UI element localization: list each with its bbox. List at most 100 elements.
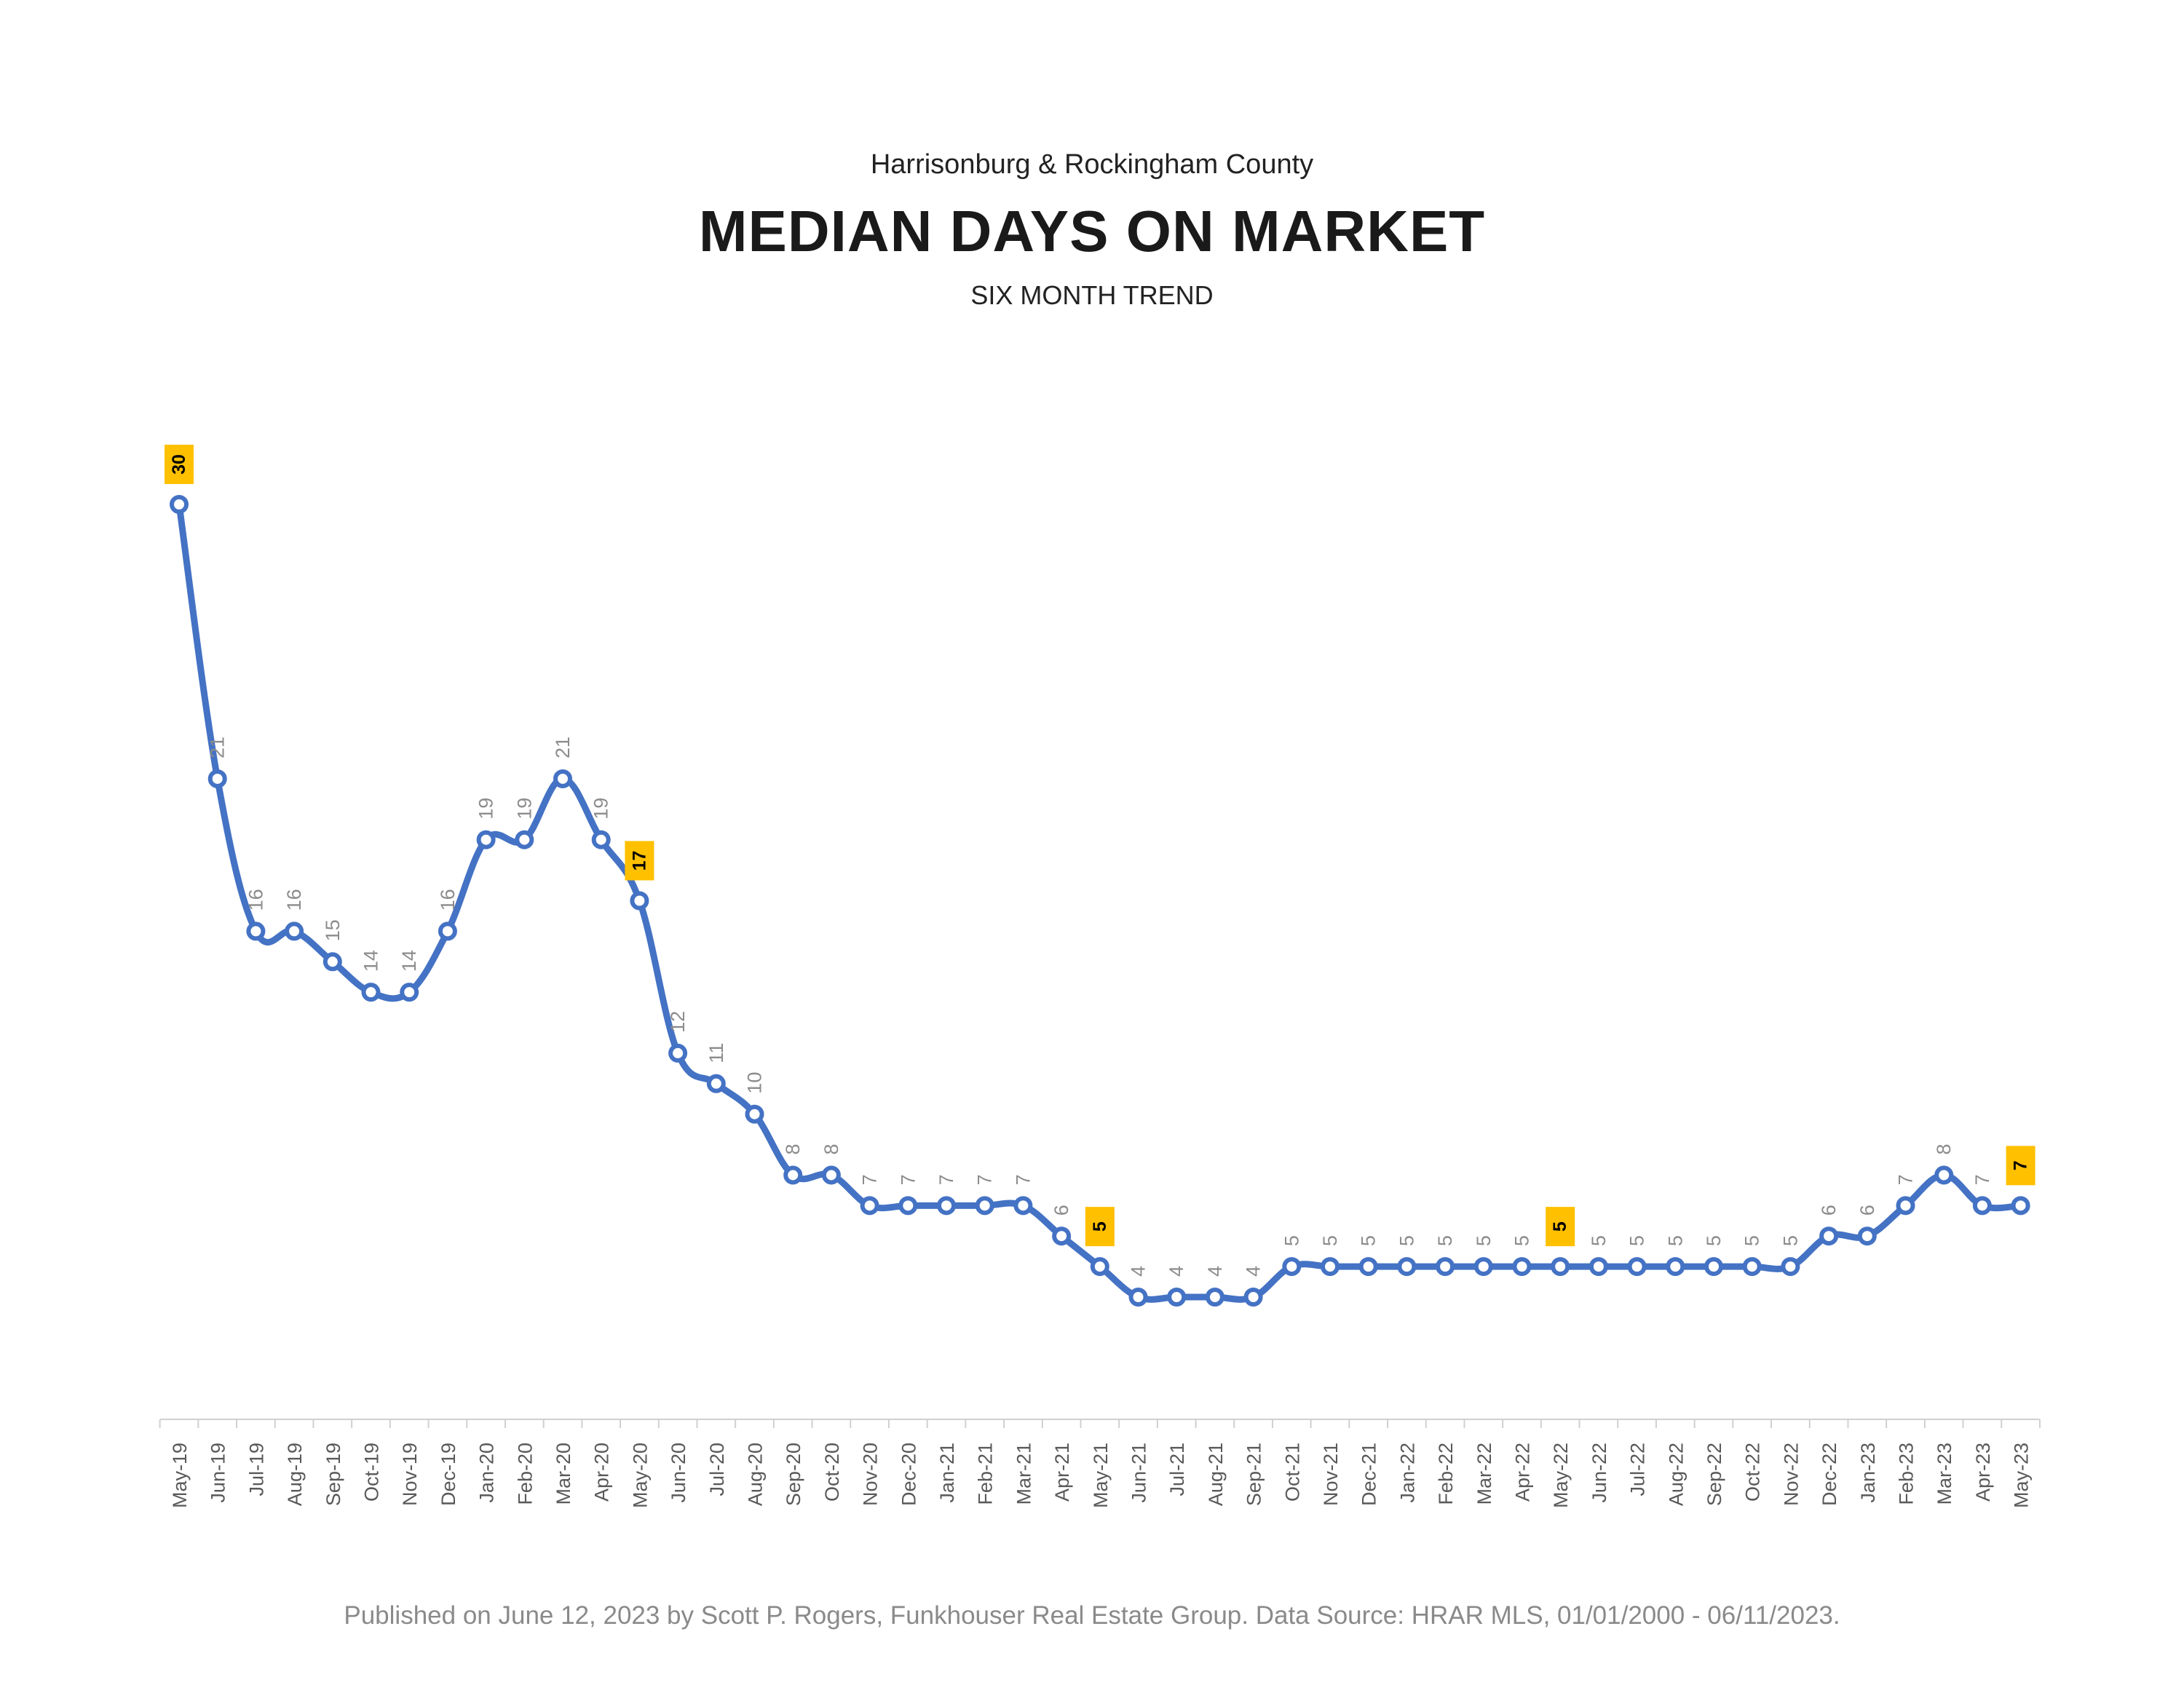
x-tick-label: Jun-22 bbox=[1588, 1443, 1610, 1503]
data-label: 10 bbox=[744, 1072, 766, 1094]
x-tick-label: Dec-21 bbox=[1358, 1443, 1380, 1506]
data-point bbox=[1436, 1257, 1455, 1277]
data-label: 8 bbox=[820, 1143, 842, 1154]
data-label: 16 bbox=[437, 889, 459, 911]
data-point bbox=[323, 952, 342, 972]
x-tick-label: Feb-23 bbox=[1896, 1443, 1918, 1505]
data-point bbox=[1243, 1288, 1263, 1307]
x-tick-label: Mar-23 bbox=[1934, 1443, 1955, 1505]
x-tick-label: May-19 bbox=[169, 1443, 191, 1508]
data-point bbox=[1358, 1257, 1378, 1277]
chart-region-label: Harrisonburg & Rockingham County bbox=[870, 149, 1314, 180]
data-point bbox=[1781, 1257, 1800, 1277]
data-point bbox=[285, 921, 304, 941]
data-point bbox=[2011, 1196, 2030, 1216]
data-label: 4 bbox=[1204, 1266, 1226, 1277]
data-label: 4 bbox=[1166, 1266, 1187, 1277]
data-point bbox=[1627, 1257, 1647, 1277]
x-tick-label: Nov-21 bbox=[1320, 1443, 1342, 1506]
data-label: 5 bbox=[1626, 1235, 1648, 1246]
data-point bbox=[1896, 1196, 1915, 1216]
data-point bbox=[975, 1196, 994, 1216]
data-point bbox=[515, 830, 534, 849]
data-label: 12 bbox=[667, 1011, 689, 1033]
x-tick-label: Dec-19 bbox=[438, 1443, 459, 1506]
data-point bbox=[1397, 1257, 1417, 1277]
x-tick-label: Aug-19 bbox=[284, 1443, 306, 1506]
data-label: 5 bbox=[1358, 1235, 1380, 1246]
highlight-label-box bbox=[625, 841, 654, 881]
data-label: 4 bbox=[1128, 1266, 1150, 1277]
x-tick-label: Sep-19 bbox=[323, 1443, 344, 1506]
data-point bbox=[1282, 1257, 1302, 1277]
data-label: 7 bbox=[974, 1174, 996, 1185]
data-point bbox=[1128, 1288, 1148, 1307]
highlight-label-box bbox=[165, 445, 194, 484]
x-tick-label: Nov-20 bbox=[860, 1443, 882, 1506]
x-tick-label: Aug-20 bbox=[745, 1443, 767, 1506]
data-label: 5 bbox=[1473, 1235, 1495, 1246]
highlight-data-label: 7 bbox=[2011, 1160, 2031, 1170]
data-label: 6 bbox=[1856, 1205, 1878, 1216]
highlight-data-label: 5 bbox=[1550, 1221, 1570, 1232]
data-label: 21 bbox=[552, 737, 574, 758]
data-point bbox=[1321, 1257, 1340, 1277]
data-point bbox=[361, 983, 381, 1002]
x-tick-label: Nov-19 bbox=[399, 1443, 421, 1506]
data-point bbox=[1090, 1257, 1109, 1277]
highlight-data-label: 30 bbox=[169, 454, 189, 475]
data-point bbox=[1819, 1226, 1839, 1246]
x-tick-label: Aug-21 bbox=[1205, 1443, 1227, 1506]
data-label: 5 bbox=[1434, 1235, 1456, 1246]
data-label: 19 bbox=[590, 798, 612, 820]
data-point bbox=[246, 921, 266, 941]
data-label: 5 bbox=[1511, 1235, 1533, 1246]
data-point bbox=[170, 495, 189, 514]
data-point bbox=[706, 1074, 726, 1093]
data-label: 5 bbox=[1281, 1235, 1302, 1246]
x-tick-label: Oct-20 bbox=[821, 1443, 843, 1502]
x-tick-label: May-23 bbox=[2011, 1443, 2033, 1508]
data-point bbox=[783, 1165, 803, 1185]
data-label: 8 bbox=[782, 1143, 804, 1154]
data-point bbox=[898, 1196, 918, 1216]
footer-note: Published on June 12, 2023 by Scott P. R… bbox=[344, 1601, 1840, 1630]
data-label: 21 bbox=[207, 737, 229, 758]
data-label: 7 bbox=[1971, 1174, 1993, 1185]
x-tick-label: Mar-21 bbox=[1013, 1443, 1034, 1505]
data-label: 5 bbox=[1779, 1235, 1801, 1246]
data-label: 7 bbox=[1012, 1174, 1034, 1185]
data-point bbox=[1742, 1257, 1762, 1277]
data-point bbox=[553, 769, 572, 788]
data-point bbox=[1512, 1257, 1532, 1277]
data-point bbox=[207, 769, 227, 788]
data-point bbox=[1473, 1257, 1493, 1277]
data-label: 5 bbox=[1741, 1235, 1763, 1246]
data-label: 5 bbox=[1664, 1235, 1686, 1246]
x-tick-label: Feb-20 bbox=[514, 1443, 536, 1505]
chart-subtitle: SIX MONTH TREND bbox=[970, 280, 1214, 310]
x-tick-label: Nov-22 bbox=[1780, 1443, 1802, 1506]
data-label: 4 bbox=[1243, 1266, 1265, 1277]
data-point bbox=[1013, 1196, 1033, 1216]
x-tick-label: May-21 bbox=[1090, 1443, 1112, 1508]
x-tick-label: Dec-20 bbox=[898, 1443, 919, 1506]
x-tick-label: Oct-21 bbox=[1281, 1443, 1303, 1502]
data-point bbox=[1052, 1226, 1072, 1246]
highlight-label-box bbox=[1085, 1207, 1115, 1247]
chart-title: MEDIAN DAYS ON MARKET bbox=[698, 199, 1486, 263]
highlight-data-label: 17 bbox=[629, 851, 649, 871]
x-tick-label: Jul-19 bbox=[245, 1443, 267, 1496]
data-point bbox=[438, 921, 457, 941]
data-point bbox=[630, 891, 649, 911]
data-label: 16 bbox=[245, 889, 266, 911]
x-tick-label: Dec-22 bbox=[1819, 1443, 1840, 1506]
x-tick-label: Sep-22 bbox=[1704, 1443, 1725, 1506]
x-tick-label: Jul-21 bbox=[1166, 1443, 1188, 1496]
x-tick-label: Jan-21 bbox=[936, 1443, 958, 1503]
x-tick-label: Oct-19 bbox=[361, 1443, 383, 1502]
x-tick-label: Feb-22 bbox=[1435, 1443, 1457, 1505]
data-point bbox=[1934, 1165, 1954, 1185]
data-label: 6 bbox=[1818, 1205, 1840, 1216]
